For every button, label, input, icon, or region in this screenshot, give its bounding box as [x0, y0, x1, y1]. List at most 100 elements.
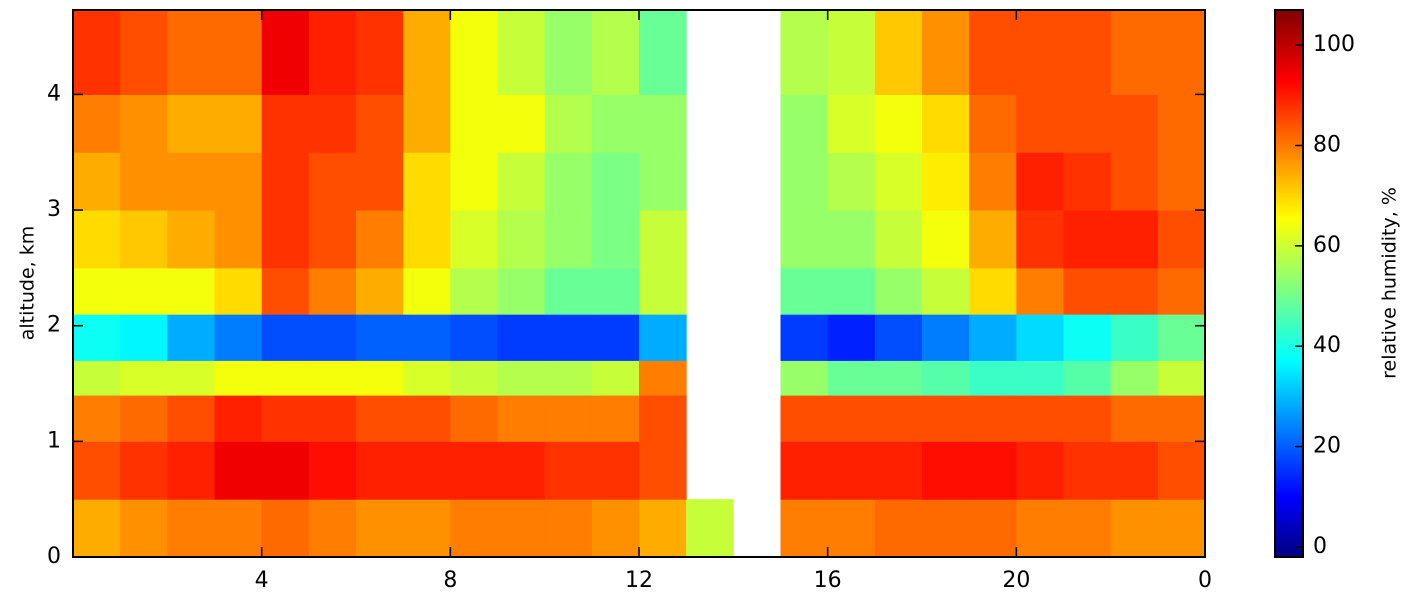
heatmap-cell — [591, 267, 640, 315]
colorbar-tick-label: 0 — [1313, 534, 1327, 559]
heatmap-cell — [922, 441, 970, 500]
heatmap-cell — [73, 314, 121, 361]
heatmap-cell — [308, 395, 357, 442]
heatmap-cell — [1157, 395, 1206, 442]
heatmap-cell — [167, 267, 215, 315]
heatmap-cell — [356, 267, 404, 315]
heatmap-cell — [214, 395, 263, 442]
heatmap-cell — [827, 210, 876, 269]
heatmap-cell — [1016, 210, 1064, 269]
heatmap-cell — [167, 94, 215, 153]
heatmap-cell — [591, 10, 640, 95]
heatmap-cell — [497, 314, 546, 361]
heatmap-cell — [544, 395, 593, 442]
x-tick-label: 16 — [814, 568, 842, 593]
heatmap-cell — [403, 210, 451, 269]
heatmap-cell — [922, 395, 970, 442]
heatmap-cell — [214, 94, 263, 153]
heatmap-cell — [403, 10, 451, 95]
heatmap-cell — [874, 10, 923, 95]
heatmap-cell — [780, 210, 829, 269]
heatmap-cell — [308, 360, 357, 396]
heatmap-cell — [356, 441, 404, 500]
heatmap-cell — [1157, 314, 1206, 361]
heatmap-cell — [922, 267, 970, 315]
heatmap-cell — [1157, 360, 1206, 396]
heatmap-cell — [308, 152, 357, 211]
heatmap-cell — [73, 441, 121, 500]
heatmap-cell — [827, 441, 876, 500]
heatmap-cell — [356, 395, 404, 442]
heatmap-cell — [544, 267, 593, 315]
heatmap-cell — [1063, 152, 1112, 211]
heatmap-cell — [450, 395, 498, 442]
heatmap-cell — [1110, 314, 1159, 361]
heatmap-cell — [73, 210, 121, 269]
heatmap-cell — [73, 10, 121, 95]
heatmap-cell — [639, 314, 687, 361]
heatmap-cell — [261, 360, 310, 396]
heatmap-cell — [544, 441, 593, 500]
heatmap-cell — [591, 314, 640, 361]
heatmap-cell — [120, 94, 168, 153]
heatmap-cell — [1157, 94, 1206, 153]
heatmap-cell — [827, 267, 876, 315]
heatmap-cell — [544, 152, 593, 211]
heatmap-cell — [874, 152, 923, 211]
heatmap-cell — [1157, 152, 1206, 211]
heatmap-cell — [1063, 94, 1112, 153]
heatmap-cell — [780, 267, 829, 315]
heatmap-cell — [591, 441, 640, 500]
heatmap-cell — [356, 314, 404, 361]
y-tick-label: 2 — [47, 313, 61, 338]
y-tick-label: 0 — [47, 544, 61, 569]
heatmap-cell — [261, 314, 310, 361]
x-tick-label: 4 — [255, 568, 269, 593]
heatmap-cell — [497, 395, 546, 442]
heatmap-cell — [308, 441, 357, 500]
heatmap-cell — [639, 10, 687, 95]
heatmap-cell — [120, 267, 168, 315]
heatmap-cell — [261, 267, 310, 315]
heatmap-cell — [403, 94, 451, 153]
heatmap-cell — [120, 10, 168, 95]
heatmap-cell — [450, 94, 498, 153]
heatmap-cell — [1016, 441, 1064, 500]
heatmap-cell — [308, 499, 357, 558]
heatmap-cell — [874, 314, 923, 361]
heatmap-cell — [1110, 94, 1159, 153]
heatmap-cell — [1016, 267, 1064, 315]
heatmap-cell — [827, 152, 876, 211]
heatmap-cell — [827, 94, 876, 153]
y-tick-label: 4 — [47, 81, 61, 106]
heatmap-cell — [827, 360, 876, 396]
heatmap-cell — [120, 360, 168, 396]
heatmap-cell — [1157, 499, 1206, 558]
x-tick-label: 20 — [1002, 568, 1030, 593]
heatmap-cell — [167, 152, 215, 211]
heatmap-cell — [356, 360, 404, 396]
heatmap-cell — [120, 499, 168, 558]
heatmap-cell — [639, 267, 687, 315]
heatmap-cell — [308, 210, 357, 269]
heatmap — [73, 10, 1206, 558]
heatmap-cell — [403, 441, 451, 500]
colorbar — [1274, 9, 1304, 558]
heatmap-cell — [73, 94, 121, 153]
heatmap-cell — [1157, 441, 1206, 500]
heatmap-cell — [73, 267, 121, 315]
heatmap-cell — [969, 360, 1017, 396]
colorbar-tick-label: 20 — [1313, 434, 1341, 459]
heatmap-cell — [1110, 210, 1159, 269]
heatmap-cell — [403, 152, 451, 211]
heatmap-cell — [1157, 267, 1206, 315]
y-tick-label: 1 — [47, 428, 61, 453]
heatmap-cell — [214, 152, 263, 211]
heatmap-cell — [639, 210, 687, 269]
heatmap-cell — [544, 94, 593, 153]
heatmap-cell — [497, 441, 546, 500]
heatmap-cell — [827, 395, 876, 442]
heatmap-cell — [1157, 210, 1206, 269]
heatmap-cell — [497, 499, 546, 558]
